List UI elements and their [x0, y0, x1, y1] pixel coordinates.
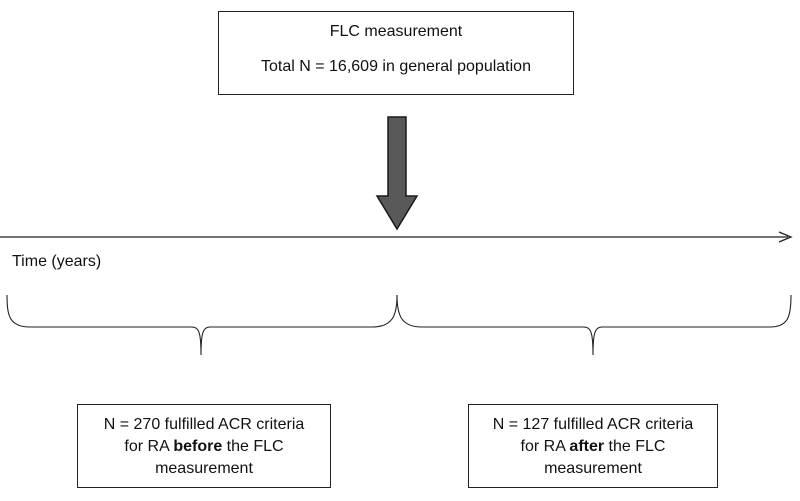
left-brace — [6, 294, 398, 356]
flc-measurement-box: FLC measurement Total N = 16,609 in gene… — [218, 11, 574, 95]
down-arrow-icon — [375, 116, 419, 231]
after-measurement-box: N = 127 fulfilled ACR criteria for RA af… — [468, 404, 718, 488]
before-emphasis-text: before — [173, 438, 223, 455]
right-brace — [396, 294, 792, 356]
after-suffix-text: the FLC — [604, 438, 666, 455]
before-suffix-text: the FLC — [222, 438, 284, 455]
timeline-axis — [0, 231, 793, 243]
before-prefix-text: for RA — [124, 438, 174, 455]
before-criteria-line: for RA before the FLC — [78, 436, 330, 458]
timeline-label: Time (years) — [12, 253, 102, 270]
flc-measurement-title: FLC measurement — [329, 23, 463, 40]
before-measurement-text: measurement — [155, 460, 253, 477]
after-prefix-text: for RA — [520, 438, 570, 455]
after-emphasis-text: after — [569, 438, 605, 455]
before-measurement-box: N = 270 fulfilled ACR criteria for RA be… — [77, 404, 331, 488]
total-population-text: Total N = 16,609 in general population — [261, 58, 531, 75]
after-count-text: N = 127 fulfilled ACR criteria — [492, 416, 694, 433]
after-criteria-line: for RA after the FLC — [469, 436, 717, 458]
before-count-text: N = 270 fulfilled ACR criteria — [103, 416, 305, 433]
after-measurement-text: measurement — [544, 460, 642, 477]
